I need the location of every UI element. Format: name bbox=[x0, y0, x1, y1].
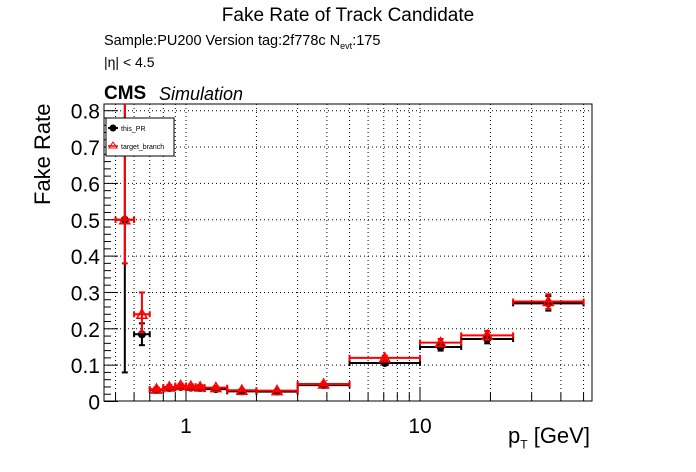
x-label-sub: T bbox=[520, 437, 528, 452]
x-tick-label: 10 bbox=[408, 415, 431, 438]
chart-title: Fake Rate of Track Candidate bbox=[221, 5, 475, 26]
x-label-unit: [GeV] bbox=[527, 423, 590, 448]
data-point-target-branch bbox=[480, 328, 494, 341]
y-tick-label: 0.1 bbox=[71, 355, 100, 378]
data-point-target-branch bbox=[118, 213, 132, 225]
data-point-target-branch bbox=[193, 380, 207, 392]
y-tick-label: 0 bbox=[88, 392, 100, 415]
data-point-target-branch bbox=[270, 384, 284, 396]
data-point-target-branch bbox=[150, 382, 163, 394]
simulation-label: Simulation bbox=[159, 84, 244, 104]
x-label-p: p bbox=[508, 423, 521, 448]
eta-cut: |η| < 4.5 bbox=[104, 54, 155, 70]
legend-box bbox=[105, 117, 175, 157]
sample-info: Sample:PU200 Version tag:2f778c Nevt:175 bbox=[104, 33, 380, 51]
data-point-target-branch bbox=[163, 380, 176, 392]
y-tick-label: 0.3 bbox=[71, 282, 100, 305]
data-point-target-branch bbox=[378, 351, 392, 363]
nevt-subscript: evt bbox=[340, 40, 353, 51]
y-tick-label: 0.8 bbox=[71, 101, 100, 124]
nevt-value: :175 bbox=[352, 33, 381, 49]
data-point-target-branch bbox=[235, 383, 249, 395]
data-point-target-branch bbox=[209, 381, 223, 393]
plot-frame bbox=[103, 103, 593, 402]
y-tick-label: 0.6 bbox=[71, 173, 100, 196]
data-point-target-branch bbox=[135, 307, 149, 320]
data-point-target-branch bbox=[542, 294, 555, 307]
data-point-target-branch bbox=[174, 378, 187, 391]
y-tick-label: 0.5 bbox=[71, 210, 100, 233]
legend-marker-target-branch bbox=[108, 141, 118, 149]
cms-label: CMS bbox=[104, 83, 147, 104]
legend-label-this-pr: this_PR bbox=[121, 126, 146, 133]
data-point-target-branch bbox=[434, 336, 447, 348]
x-tick-label: 1 bbox=[180, 415, 192, 438]
data-point-target-branch bbox=[317, 377, 330, 389]
x-axis-label: pT [GeV] bbox=[508, 423, 590, 451]
y-tick-label: 0.4 bbox=[71, 246, 101, 269]
y-tick-label: 0.7 bbox=[71, 137, 100, 160]
legend-label-target-branch: target_branch bbox=[121, 144, 164, 151]
data-point-target-branch bbox=[184, 379, 198, 391]
y-tick-label: 0.2 bbox=[71, 319, 100, 342]
sample-text: Sample:PU200 Version tag:2f778c N bbox=[104, 33, 341, 49]
